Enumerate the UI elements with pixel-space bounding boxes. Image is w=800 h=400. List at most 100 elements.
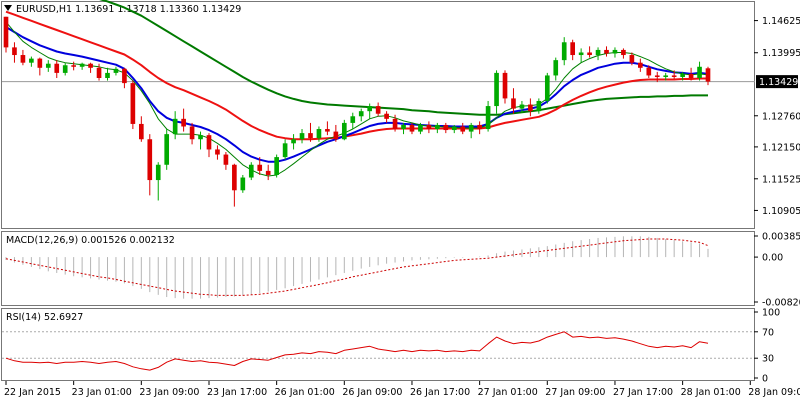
candle: [155, 162, 161, 201]
candle: [79, 62, 85, 70]
candle-body: [612, 49, 618, 54]
ema-blue-line: [5, 26, 709, 163]
candle-body: [705, 68, 711, 82]
candle: [587, 46, 592, 58]
candle-body: [663, 75, 669, 77]
candle: [604, 46, 609, 57]
candle: [37, 57, 43, 76]
candle-body: [130, 83, 136, 124]
candle: [426, 121, 432, 134]
candle: [409, 122, 415, 135]
candle-body: [62, 65, 68, 73]
candle: [544, 72, 550, 104]
candle: [705, 66, 711, 86]
candle: [71, 61, 76, 71]
candle-body: [54, 63, 60, 73]
candle: [232, 163, 237, 207]
candle-body: [578, 52, 584, 56]
candle-body: [367, 106, 373, 112]
time-tick-label: 23 Jan 09:00: [139, 387, 199, 398]
candle: [536, 98, 542, 114]
candle: [265, 164, 271, 181]
candle: [248, 162, 254, 181]
candle: [29, 56, 34, 67]
candle: [638, 58, 643, 72]
price-tick-label: 1.12150: [762, 142, 800, 153]
candle-body: [155, 164, 161, 181]
candle: [494, 70, 499, 114]
time-axis: 22 Jan 2015 23 Jan 01:00 23 Jan 09:00 23 Ja…: [4, 381, 800, 398]
candle-body: [206, 135, 212, 150]
candle-body: [409, 124, 415, 132]
candle: [418, 122, 423, 135]
candle-body: [257, 164, 263, 171]
rsi-axis: 100 70 30 0: [754, 308, 780, 385]
candle: [113, 66, 119, 76]
rsi-path: [5, 331, 709, 371]
candle: [172, 111, 178, 140]
candle: [54, 60, 60, 78]
time-tick-label: 26 Jan 01:00: [275, 387, 335, 398]
macd-signal-path: [5, 238, 709, 296]
candle: [519, 100, 525, 113]
rsi-panel-border: [1, 308, 755, 381]
candle-body: [511, 98, 516, 109]
candle-body: [587, 52, 592, 56]
candle-body: [316, 129, 322, 139]
candle: [189, 122, 195, 145]
candle-body: [232, 164, 237, 191]
macd-panel-border: [1, 231, 755, 306]
candle-body: [638, 62, 643, 68]
current-price-label: 1.13429: [759, 77, 798, 88]
candle: [451, 124, 457, 134]
dropdown-triangle-icon[interactable]: [4, 5, 12, 11]
candle: [198, 131, 203, 150]
candle: [646, 65, 652, 78]
candle: [435, 122, 440, 134]
candle-body: [291, 139, 296, 144]
candle-body: [375, 106, 381, 114]
candle-body: [418, 124, 423, 132]
candle: [621, 48, 626, 59]
candle-body: [477, 124, 482, 130]
candle-body: [392, 118, 398, 130]
candle: [122, 67, 127, 89]
sma-slow-line: [99, 0, 708, 116]
candle: [680, 71, 685, 81]
candle: [367, 103, 373, 119]
time-tick-label: 23 Jan 01:00: [72, 387, 132, 398]
candle-body: [147, 139, 153, 181]
rsi-tick-label: 0: [762, 374, 768, 385]
price-panel: EURUSD,H1 1.13691 1.13718 1.13360 1.1342…: [1, 0, 800, 229]
moving-averages: [5, 0, 709, 177]
candle: [96, 63, 102, 81]
time-tick-label: 27 Jan 09:00: [545, 387, 605, 398]
candle-body: [189, 126, 195, 140]
candle-body: [595, 49, 601, 56]
price-axis: 1.14625 1.13995 1.12760 1.12150 1.11525 1.109…: [754, 16, 800, 217]
candle-body: [553, 60, 559, 76]
candle-body: [29, 58, 34, 63]
candle-body: [333, 131, 339, 140]
candle-body: [138, 123, 144, 140]
candle-body: [680, 73, 685, 77]
candle-body: [105, 72, 110, 78]
time-tick-label: 27 Jan 01:00: [478, 387, 538, 398]
candle: [477, 121, 482, 135]
candle-body: [621, 49, 626, 56]
candle: [553, 57, 559, 81]
candle-body: [426, 124, 432, 130]
candle: [291, 134, 296, 150]
candle-body: [265, 170, 271, 175]
candle-body: [113, 68, 119, 73]
time-tick-label: 22 Jan 2015: [4, 387, 61, 398]
candle-body: [282, 143, 288, 158]
rsi-tick-label: 70: [762, 327, 774, 338]
candle: [401, 122, 406, 135]
candle-body: [122, 68, 127, 84]
candle: [3, 16, 9, 53]
candle: [612, 47, 618, 58]
candle-body: [654, 75, 660, 77]
candle: [333, 124, 339, 142]
